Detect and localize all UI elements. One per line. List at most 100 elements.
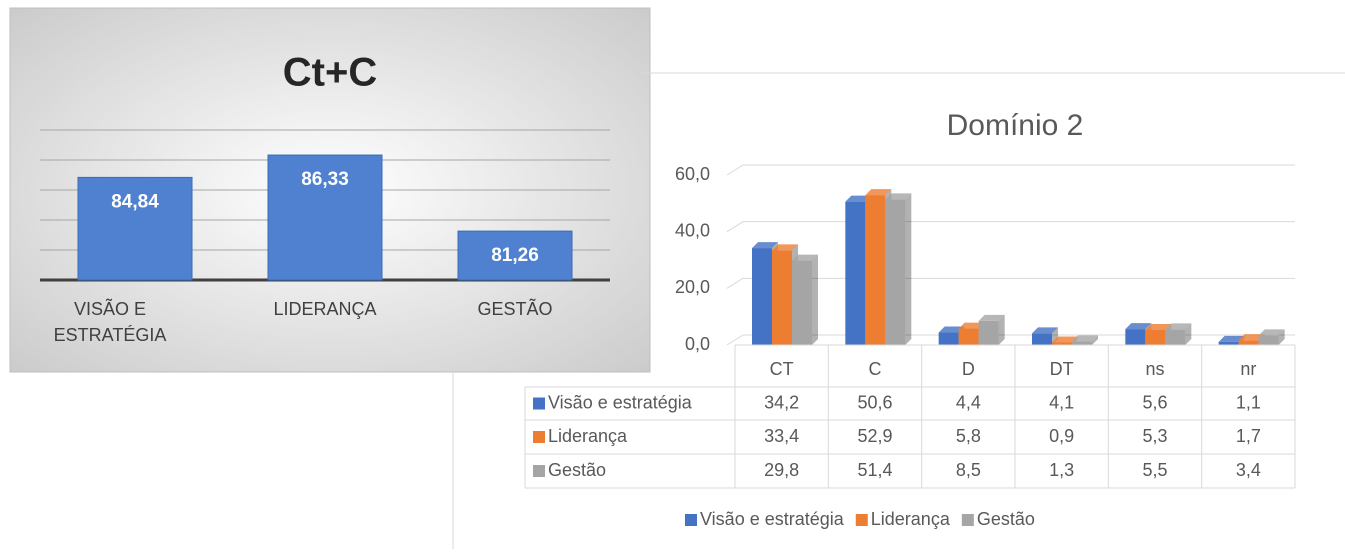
grid-line	[726, 164, 1295, 176]
bar-side	[1278, 329, 1285, 345]
table-cell: 5,3	[1142, 426, 1167, 446]
bar	[1238, 340, 1259, 345]
legend-key	[961, 514, 974, 526]
bar	[1165, 329, 1186, 345]
bar	[845, 201, 866, 345]
table-row-label: Visão e estratégia	[548, 392, 693, 412]
legend-key	[533, 397, 545, 410]
x-tick-label: VISÃO E ESTRATÉGIA	[54, 298, 167, 345]
bar	[752, 248, 772, 345]
bar-top	[1145, 323, 1172, 330]
bar-top	[1125, 323, 1152, 330]
bar-top	[792, 254, 818, 261]
bar-top	[1052, 336, 1078, 343]
bar-top	[885, 193, 912, 200]
bar	[267, 154, 383, 281]
x-tick-label: LIDERANÇA	[273, 299, 376, 319]
bar	[1052, 342, 1072, 345]
legend-key	[855, 514, 868, 526]
table-cell: 5,5	[1142, 460, 1167, 480]
legend-key	[533, 465, 545, 477]
legend-label: Liderança	[871, 509, 951, 529]
table-row-label: Liderança	[548, 426, 628, 446]
bar	[1218, 341, 1239, 345]
table-cell: 33,4	[764, 426, 799, 446]
table-cell: 5,8	[956, 426, 981, 446]
bar	[1145, 329, 1166, 345]
table-cell: 4,4	[956, 392, 981, 412]
legend-key	[685, 514, 697, 526]
y-tick-label: 0,0	[685, 334, 710, 354]
bar-top	[938, 326, 965, 333]
bar	[792, 260, 812, 345]
table-cell: 1,7	[1236, 426, 1261, 446]
legend-label: Gestão	[977, 509, 1035, 529]
bar	[1125, 329, 1146, 345]
bar	[1258, 335, 1279, 345]
x-tick-label: C	[869, 359, 882, 379]
legend-key	[533, 431, 545, 443]
table-cell: 1,3	[1049, 460, 1074, 480]
grid-line	[726, 221, 1295, 233]
chart-1: 84,84 VISÃO E ESTRATÉGIA 86,33 LIDERANÇA 81,2…	[40, 129, 610, 345]
x-tick-label: ns	[1145, 359, 1164, 379]
table-cell: 1,1	[1236, 392, 1261, 412]
bar	[1072, 341, 1092, 345]
table-cell: 5,6	[1142, 392, 1167, 412]
grid-line	[726, 334, 1295, 346]
chart-2: 0,0 20,0 40,0 60,0 CT C D DT ns nr Visão e estraté…	[524, 164, 1296, 529]
bar	[1032, 333, 1052, 345]
bar-side	[905, 193, 912, 345]
data-label: 86,33	[301, 169, 349, 190]
table-cell: 34,2	[764, 392, 799, 412]
bar	[978, 320, 999, 345]
bar-side	[1185, 323, 1192, 345]
grid-line	[726, 277, 1295, 289]
data-label: 81,26	[491, 245, 539, 266]
bar-side	[998, 314, 1005, 345]
bar	[958, 328, 979, 345]
bar-top	[1258, 329, 1285, 336]
bar-top	[1218, 335, 1245, 342]
bar-side	[1052, 327, 1058, 345]
bar	[457, 230, 573, 281]
y-tick-label: 60,0	[675, 164, 710, 184]
x-tick-label: CT	[770, 359, 794, 379]
bar-top	[1238, 334, 1265, 341]
x-tick-label: D	[962, 359, 975, 379]
bar	[772, 250, 792, 345]
bar-top	[1165, 323, 1192, 330]
table-cell: 51,4	[857, 460, 892, 480]
table-cell: 50,6	[857, 392, 892, 412]
table-cell: 0,9	[1049, 426, 1074, 446]
bar-side	[812, 254, 818, 345]
bar-top	[958, 322, 985, 329]
bar-top	[978, 314, 1005, 321]
bar-top	[1072, 335, 1098, 342]
table-cell: 3,4	[1236, 460, 1261, 480]
y-tick-label: 40,0	[675, 220, 710, 240]
bar-top	[845, 195, 872, 202]
chart-title: Domínio 2	[947, 109, 1084, 142]
table-cell: 52,9	[857, 426, 892, 446]
table-cell: 4,1	[1049, 392, 1074, 412]
table-cell: 29,8	[764, 460, 799, 480]
x-tick-label: GESTÃO	[477, 298, 552, 319]
y-tick-label: 20,0	[675, 277, 710, 297]
bar-top	[865, 189, 892, 196]
bar-side	[1092, 335, 1098, 345]
table-cell: 8,5	[956, 460, 981, 480]
chart-title: Ct+C	[283, 51, 377, 95]
bar	[865, 195, 886, 345]
bar	[77, 176, 193, 281]
bar-top	[752, 242, 778, 249]
table-row-label: Gestão	[548, 460, 606, 480]
x-tick-label: DT	[1050, 359, 1074, 379]
bar-top	[772, 244, 798, 251]
data-label: 84,84	[111, 191, 159, 212]
legend-label: Visão e estratégia	[700, 509, 845, 529]
bar	[885, 199, 906, 345]
bar	[938, 332, 959, 345]
